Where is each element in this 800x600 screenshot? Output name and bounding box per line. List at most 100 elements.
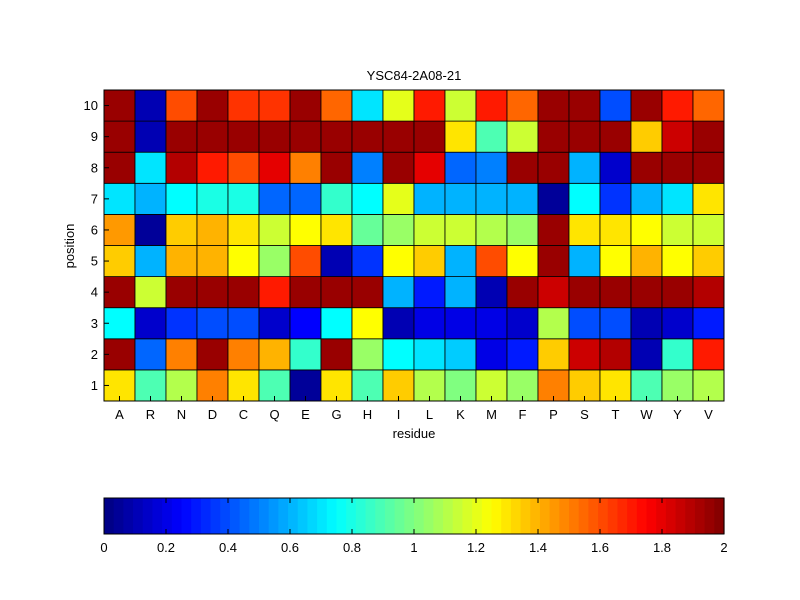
heatmap-cell bbox=[661, 213, 694, 246]
heatmap-cell bbox=[568, 182, 601, 215]
colorbar-segment bbox=[239, 498, 250, 534]
heatmap-cell bbox=[413, 338, 446, 371]
heatmap-cell bbox=[475, 245, 508, 278]
colorbar-segment bbox=[104, 498, 115, 534]
heatmap-cell bbox=[444, 213, 477, 246]
heatmap-cell bbox=[134, 120, 167, 153]
x-tick-label: W bbox=[640, 407, 653, 422]
heatmap-cell bbox=[692, 213, 725, 246]
heatmap-cell bbox=[661, 89, 694, 122]
colorbar-segment bbox=[191, 498, 202, 534]
heatmap-cell bbox=[196, 276, 229, 309]
heatmap-cell bbox=[134, 245, 167, 278]
heatmap-cell bbox=[258, 338, 291, 371]
heatmap-cell bbox=[289, 245, 322, 278]
heatmap-cell bbox=[661, 120, 694, 153]
heatmap-cell bbox=[568, 369, 601, 402]
heatmap-cell bbox=[289, 307, 322, 340]
heatmap-cell bbox=[320, 151, 353, 184]
heatmap-cell bbox=[568, 338, 601, 371]
colorbar-segment bbox=[656, 498, 667, 534]
colorbar-segment bbox=[472, 498, 483, 534]
colorbar-segment bbox=[443, 498, 454, 534]
heatmap-cell bbox=[351, 213, 384, 246]
heatmap-cell bbox=[165, 182, 198, 215]
heatmap-cell bbox=[196, 182, 229, 215]
heatmap-cell bbox=[289, 120, 322, 153]
colorbar-segment bbox=[636, 498, 648, 534]
colorbar-tick-label: 1 bbox=[410, 540, 417, 555]
heatmap-cell bbox=[196, 245, 229, 278]
heatmap-cell bbox=[165, 245, 198, 278]
colorbar-segment bbox=[142, 498, 154, 534]
heatmap-cell bbox=[382, 120, 415, 153]
heatmap-cell bbox=[382, 338, 415, 371]
y-tick-label: 5 bbox=[91, 254, 98, 269]
heatmap-cell bbox=[537, 151, 570, 184]
heatmap-cell bbox=[413, 89, 446, 122]
heatmap-cell bbox=[351, 338, 384, 371]
colorbar-segment bbox=[365, 498, 376, 534]
heatmap-cells bbox=[103, 89, 725, 402]
colorbar-tick-label: 1.2 bbox=[467, 540, 485, 555]
heatmap-cell bbox=[382, 369, 415, 402]
heatmap-cell bbox=[227, 151, 260, 184]
heatmap-cell bbox=[568, 245, 601, 278]
heatmap-cell bbox=[413, 120, 446, 153]
x-tick-label: F bbox=[519, 407, 527, 422]
x-tick-label: A bbox=[115, 407, 124, 422]
colorbar-segment bbox=[501, 498, 512, 534]
colorbar-segment bbox=[355, 498, 367, 534]
colorbar-segment bbox=[297, 498, 309, 534]
heatmap-cell bbox=[475, 120, 508, 153]
colorbar-segment bbox=[133, 498, 144, 534]
heatmap-cell bbox=[537, 213, 570, 246]
colorbar-segment bbox=[578, 498, 589, 534]
heatmap-cell bbox=[103, 276, 136, 309]
colorbar-segment bbox=[326, 498, 338, 534]
heatmap-cell bbox=[227, 89, 260, 122]
heatmap-cell bbox=[506, 120, 539, 153]
heatmap-cell bbox=[196, 89, 229, 122]
heatmap-cell bbox=[227, 182, 260, 215]
colorbar-segment bbox=[423, 498, 434, 534]
heatmap-cell bbox=[258, 307, 291, 340]
heatmap-cell bbox=[165, 307, 198, 340]
heatmap-cell bbox=[537, 338, 570, 371]
heatmap-cell bbox=[568, 276, 601, 309]
heatmap-cell bbox=[692, 182, 725, 215]
heatmap-cell bbox=[258, 245, 291, 278]
heatmap-cell bbox=[289, 276, 322, 309]
heatmap-axes-box bbox=[103, 89, 725, 402]
colorbar-segment bbox=[433, 498, 444, 534]
colorbar-segment bbox=[714, 498, 725, 534]
heatmap-cell bbox=[630, 151, 663, 184]
colorbar-segment bbox=[307, 498, 318, 534]
heatmap-cell bbox=[165, 213, 198, 246]
heatmap-cell bbox=[351, 151, 384, 184]
heatmap-cell bbox=[134, 276, 167, 309]
heatmap-cell bbox=[475, 213, 508, 246]
x-axis-label: residue bbox=[393, 426, 436, 441]
colorbar-segment bbox=[704, 498, 715, 534]
heatmap-cell bbox=[103, 120, 136, 153]
heatmap-cell bbox=[599, 151, 632, 184]
heatmap-cell bbox=[258, 182, 291, 215]
colorbar-segment bbox=[549, 498, 560, 534]
x-tick-label: R bbox=[146, 407, 155, 422]
heatmap-cell bbox=[382, 89, 415, 122]
heatmap-cell bbox=[134, 338, 167, 371]
heatmap-cell bbox=[568, 151, 601, 184]
colorbar-segment bbox=[617, 498, 628, 534]
colorbar-segment bbox=[510, 498, 522, 534]
y-tick-label: 3 bbox=[91, 316, 98, 331]
x-tick-label: H bbox=[363, 407, 372, 422]
colorbar-tick-label: 0.8 bbox=[343, 540, 361, 555]
heatmap-cell bbox=[506, 338, 539, 371]
heatmap-cell bbox=[196, 338, 229, 371]
colorbar-segment bbox=[384, 498, 396, 534]
heatmap-cell bbox=[413, 213, 446, 246]
heatmap-cell bbox=[599, 369, 632, 402]
heatmap-cell bbox=[568, 89, 601, 122]
colorbar-segment bbox=[598, 498, 609, 534]
